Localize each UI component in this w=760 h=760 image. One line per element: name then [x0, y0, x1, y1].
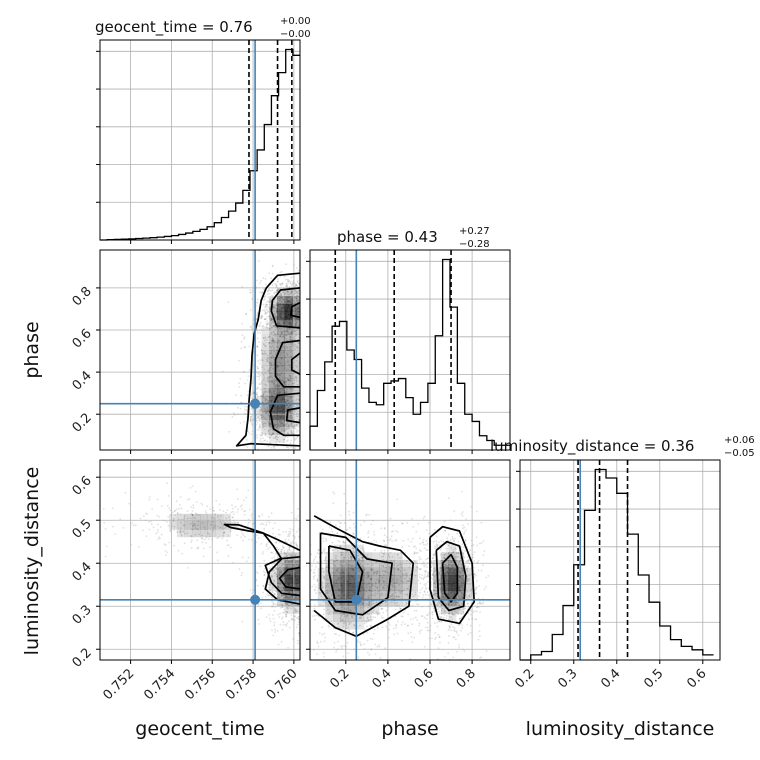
contour-line	[441, 553, 459, 603]
x-tick-label: 0.4	[598, 666, 623, 691]
x-tick-label: 0.6	[412, 666, 437, 691]
y-tick-label: 0.8	[70, 284, 95, 309]
contour-line	[319, 532, 393, 616]
contour-line	[285, 407, 300, 424]
histogram-phase	[309, 258, 510, 450]
axes-frame	[309, 459, 511, 661]
contour-line	[270, 287, 300, 329]
x-tick-label: 0.758	[223, 666, 260, 703]
title-phase: phase = 0.43	[337, 228, 438, 246]
grid-layer	[100, 40, 720, 660]
x-tick-label: 0.5	[641, 666, 666, 691]
contour-line	[278, 566, 300, 590]
density-geocent-time-vs-phase	[253, 288, 300, 443]
title-luminosity-distance: luminosity_distance = 0.36	[490, 437, 694, 456]
truth-marker	[250, 594, 261, 605]
axes-frame	[519, 459, 721, 661]
data-layer	[100, 40, 714, 661]
title-phase-minus: −0.28	[459, 239, 490, 250]
x-tick-label: 0.6	[684, 666, 709, 691]
x-tick-label: 0.760	[264, 666, 301, 703]
x-tick-label: 0.8	[454, 666, 479, 691]
title-geocent-time-minus: −0.00	[280, 29, 311, 40]
y-tick-label: 0.4	[70, 368, 95, 393]
title-luminosity-distance-plus: +0.06	[724, 435, 755, 446]
x-tick-label: 0.752	[101, 666, 138, 703]
title-phase-plus: +0.27	[459, 226, 490, 237]
y-tick-label: 0.2	[70, 645, 95, 670]
axes-frame	[99, 459, 301, 661]
title-luminosity-distance-minus: −0.05	[724, 448, 755, 459]
contour-line	[223, 523, 300, 605]
truth-marker	[250, 398, 261, 409]
axes-frame	[99, 39, 301, 241]
y-tick-label: 0.5	[70, 516, 95, 541]
xlabel-geocent-time: geocent_time	[135, 718, 264, 740]
panel-geocent-time-vs-luminosity-distance	[102, 482, 300, 649]
contour-line	[289, 301, 300, 319]
truth-marker	[351, 594, 362, 605]
contour-line	[274, 339, 300, 388]
contours-geocent-time-vs-phase	[235, 272, 300, 447]
contour-line	[264, 555, 300, 597]
samples-geocent-time-vs-luminosity-distance	[102, 482, 300, 649]
axes-frame	[99, 249, 301, 451]
x-tick-label: 0.2	[327, 666, 352, 691]
xlabel-phase: phase	[381, 718, 438, 740]
contour-line	[290, 352, 300, 375]
title-geocent-time-plus: +0.00	[280, 16, 311, 27]
contour-line	[269, 392, 300, 437]
panel-phase-vs-luminosity-distance	[310, 490, 490, 660]
axes-frames	[96, 39, 721, 664]
x-tick-label: 0.2	[512, 666, 537, 691]
y-tick-label: 0.2	[70, 410, 95, 435]
x-tick-label: 0.4	[369, 666, 394, 691]
contour-line	[235, 272, 300, 447]
contour-line	[313, 515, 415, 638]
y-tick-label: 0.6	[70, 326, 95, 351]
histogram-luminosity-distance	[520, 468, 714, 661]
ylabel-luminosity-distance: luminosity_distance	[21, 467, 43, 656]
y-tick-label: 0.6	[70, 473, 95, 498]
contours-geocent-time-vs-luminosity-distance	[223, 523, 300, 605]
histogram-geocent-time	[100, 48, 300, 241]
x-tick-label: 0.756	[182, 666, 219, 703]
title-geocent-time: geocent_time = 0.76	[95, 18, 253, 37]
x-tick-label: 0.3	[555, 666, 580, 691]
density-layer	[102, 250, 490, 660]
y-tick-label: 0.4	[70, 559, 95, 584]
y-tick-label: 0.3	[70, 602, 95, 627]
xlabel-luminosity-distance: luminosity_distance	[526, 718, 715, 740]
x-tick-label: 0.754	[141, 666, 178, 703]
axes-frame	[309, 249, 511, 451]
ylabel-phase: phase	[21, 321, 43, 378]
